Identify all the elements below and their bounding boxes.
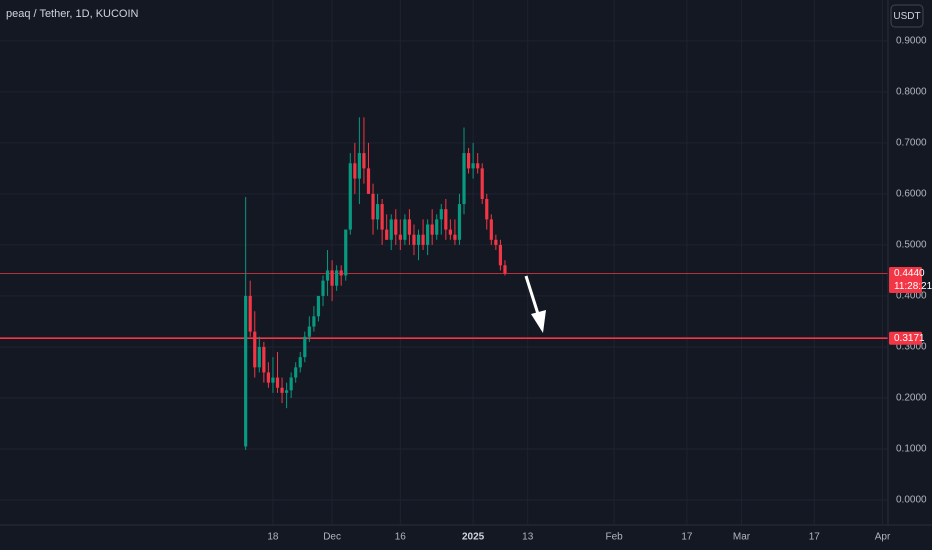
countdown-label: 11:28:21 xyxy=(894,281,932,292)
candle-body xyxy=(421,234,425,245)
candle-body xyxy=(344,229,348,276)
candle-body xyxy=(339,270,343,276)
candle-body xyxy=(257,346,261,368)
candle-body xyxy=(266,372,271,383)
candles xyxy=(244,117,507,450)
x-tick-label: Mar xyxy=(733,532,751,543)
candle-body xyxy=(303,336,307,358)
price-badge-label: 0.4440 xyxy=(894,268,925,279)
candle-body xyxy=(503,265,507,274)
price-lines xyxy=(0,273,888,340)
candle-body xyxy=(335,270,339,286)
candle-body xyxy=(416,234,421,245)
candle-body xyxy=(462,153,466,205)
candle-body xyxy=(280,387,284,393)
axes: 0.0000 0.1000 0.2000 0.3000 0.4000 0.5000 0.60… xyxy=(267,35,932,542)
x-tick-label: 2025 xyxy=(462,532,485,543)
price-badge xyxy=(889,266,922,293)
x-tick-label: Apr xyxy=(875,532,891,543)
candle-body xyxy=(426,224,430,245)
y-tick-label: 0.6000 xyxy=(896,189,927,200)
candle-body xyxy=(312,316,316,327)
y-tick-label: 0.5000 xyxy=(896,240,927,251)
candle-body xyxy=(453,234,457,240)
candle-body xyxy=(348,163,352,230)
y-tick-label: 0.9000 xyxy=(896,35,927,46)
candle-body xyxy=(403,219,407,240)
candle-body xyxy=(253,331,257,368)
x-tick-label: 16 xyxy=(395,532,407,543)
candle-body xyxy=(412,234,416,245)
candle-body xyxy=(330,270,334,286)
x-tick-label: 18 xyxy=(267,532,279,543)
candle-body xyxy=(248,295,252,332)
candle-body xyxy=(271,377,275,383)
candle-body xyxy=(375,204,380,220)
candle-body xyxy=(385,229,389,240)
candle-body xyxy=(435,219,439,235)
candle-body xyxy=(316,295,321,317)
y-tick-label: 0.3000 xyxy=(896,342,927,353)
candle-body xyxy=(294,367,298,378)
x-tick-label: 13 xyxy=(522,532,534,543)
candle-body xyxy=(325,270,330,281)
y-tick-label: 0.8000 xyxy=(896,86,927,97)
candle-body xyxy=(262,346,266,373)
y-tick-label: 0.4000 xyxy=(896,291,927,302)
candle-body xyxy=(448,229,452,235)
currency-label: USDT xyxy=(893,11,920,22)
candle-body xyxy=(362,153,366,169)
arrow-head xyxy=(531,310,546,333)
candle-body xyxy=(485,198,489,220)
candle-body xyxy=(489,219,493,240)
candle-body xyxy=(480,168,484,199)
y-tick-label: 0.7000 xyxy=(896,137,927,148)
grid xyxy=(0,0,888,525)
candle-body xyxy=(398,234,402,240)
candle-body xyxy=(380,204,384,230)
candle-body xyxy=(444,209,448,230)
candle-body xyxy=(284,390,289,393)
candle-body xyxy=(307,326,311,337)
candle-body xyxy=(394,219,398,235)
candle-body xyxy=(457,204,462,240)
candle-body xyxy=(244,295,248,447)
price-badge-label: 0.3171 xyxy=(894,333,925,344)
candle-body xyxy=(366,168,371,194)
candle-body xyxy=(357,153,361,179)
candle-body xyxy=(498,244,503,266)
candle-body xyxy=(298,357,302,368)
chart-title: peaq / Tether, 1D, KUCOIN xyxy=(6,8,139,20)
y-tick-label: 0.2000 xyxy=(896,393,927,404)
x-tick-label: 17 xyxy=(681,532,693,543)
candle-body xyxy=(494,239,498,245)
y-tick-label: 0.0000 xyxy=(896,495,927,506)
currency-button[interactable] xyxy=(890,4,924,28)
arrow-annotation xyxy=(524,275,546,333)
candle-body xyxy=(476,163,480,169)
candle-body xyxy=(321,280,325,296)
price-badge xyxy=(889,331,922,345)
y-tick-label: 0.1000 xyxy=(896,444,927,455)
x-tick-label: Dec xyxy=(323,532,341,543)
candle-body xyxy=(439,209,443,220)
x-tick-label: 17 xyxy=(809,532,821,543)
candle-body xyxy=(353,163,357,179)
candle-body xyxy=(389,219,393,240)
x-tick-label: Feb xyxy=(606,532,624,543)
candle-body xyxy=(275,377,280,388)
candle-body xyxy=(471,163,475,169)
candle-body xyxy=(289,377,293,391)
candle-body xyxy=(430,224,434,235)
candle-body xyxy=(371,193,375,220)
candle-body xyxy=(466,153,471,169)
candle-body xyxy=(407,219,412,235)
arrow-shaft xyxy=(524,275,540,315)
